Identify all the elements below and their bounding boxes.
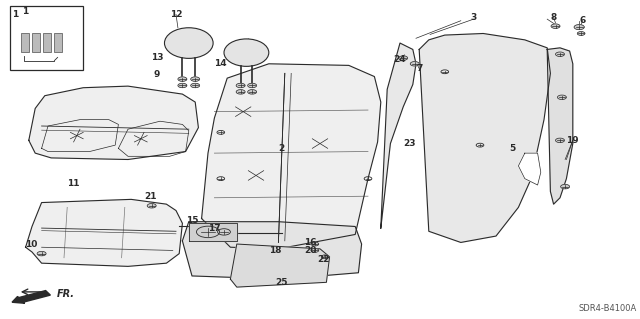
Ellipse shape xyxy=(224,39,269,66)
Circle shape xyxy=(236,90,245,94)
Circle shape xyxy=(399,56,408,60)
Circle shape xyxy=(557,95,566,100)
Circle shape xyxy=(248,90,257,94)
Bar xyxy=(21,33,29,52)
Polygon shape xyxy=(182,222,362,279)
Circle shape xyxy=(561,184,570,189)
Polygon shape xyxy=(547,48,573,204)
Circle shape xyxy=(577,32,585,35)
Circle shape xyxy=(410,62,419,66)
Text: 24: 24 xyxy=(394,55,406,63)
Text: 12: 12 xyxy=(170,10,182,19)
Text: 9: 9 xyxy=(154,70,160,79)
Circle shape xyxy=(178,77,187,81)
Text: 15: 15 xyxy=(186,216,198,225)
Text: 14: 14 xyxy=(214,59,227,68)
Polygon shape xyxy=(202,64,381,249)
Bar xyxy=(10,6,83,70)
Text: 11: 11 xyxy=(67,179,80,188)
Text: 19: 19 xyxy=(566,136,579,145)
Bar xyxy=(32,33,40,52)
Polygon shape xyxy=(230,244,330,287)
Circle shape xyxy=(311,242,319,246)
Circle shape xyxy=(191,77,200,81)
Circle shape xyxy=(236,83,245,88)
Text: 1: 1 xyxy=(22,7,29,16)
Circle shape xyxy=(321,255,329,259)
Text: 18: 18 xyxy=(269,246,282,255)
Text: 13: 13 xyxy=(150,53,163,62)
Text: 23: 23 xyxy=(403,139,416,148)
Text: 25: 25 xyxy=(275,278,288,287)
Text: 17: 17 xyxy=(208,224,221,233)
Text: 1: 1 xyxy=(12,10,18,19)
Polygon shape xyxy=(518,153,541,185)
Polygon shape xyxy=(29,86,198,160)
Polygon shape xyxy=(381,43,416,228)
Polygon shape xyxy=(189,223,237,241)
Ellipse shape xyxy=(164,28,213,58)
Circle shape xyxy=(311,249,319,252)
Circle shape xyxy=(37,251,46,256)
Text: 6: 6 xyxy=(579,16,586,25)
Circle shape xyxy=(556,52,564,56)
Circle shape xyxy=(147,204,156,208)
Text: 20: 20 xyxy=(304,246,317,255)
FancyArrow shape xyxy=(12,291,51,303)
Text: 8: 8 xyxy=(550,13,557,22)
Text: 22: 22 xyxy=(317,256,330,264)
Circle shape xyxy=(574,25,584,30)
Bar xyxy=(43,33,51,52)
Circle shape xyxy=(551,24,560,28)
Bar xyxy=(54,33,62,52)
Circle shape xyxy=(556,138,564,143)
Circle shape xyxy=(178,83,187,88)
Circle shape xyxy=(248,83,257,88)
Text: 16: 16 xyxy=(304,238,317,247)
Text: 5: 5 xyxy=(509,144,515,153)
Text: 21: 21 xyxy=(144,192,157,201)
Polygon shape xyxy=(419,33,550,242)
Text: 7: 7 xyxy=(416,64,422,73)
Text: SDR4-B4100A: SDR4-B4100A xyxy=(579,304,637,313)
Text: FR.: FR. xyxy=(56,289,74,299)
Polygon shape xyxy=(26,199,182,266)
Text: 10: 10 xyxy=(24,240,37,249)
Text: 2: 2 xyxy=(278,144,285,153)
Text: 3: 3 xyxy=(470,13,477,22)
Circle shape xyxy=(191,83,200,88)
